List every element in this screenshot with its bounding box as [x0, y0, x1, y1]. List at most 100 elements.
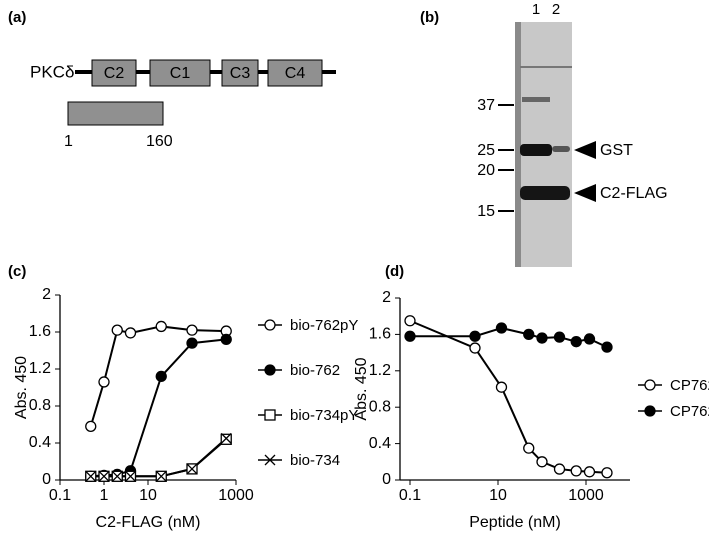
marker: [570, 465, 582, 477]
marker: [220, 433, 232, 445]
marker: [186, 324, 198, 336]
marker: [570, 336, 582, 348]
marker: [85, 470, 97, 482]
marker: [155, 470, 167, 482]
domain-label: C4: [285, 65, 306, 82]
gel-band: [520, 144, 552, 156]
band-arrow: [574, 141, 596, 159]
gel-band: [520, 186, 570, 200]
marker: [404, 330, 416, 342]
domain-label: C1: [170, 65, 191, 82]
series-line: [90, 437, 227, 478]
legend-label: CP762: [670, 403, 709, 420]
marker: [264, 454, 276, 466]
legend-label: bio-762pY: [290, 317, 358, 334]
panel-label: (c): [8, 263, 26, 280]
marker: [155, 320, 167, 333]
x-tick-label: 1000: [568, 487, 604, 504]
marker-label: 15: [477, 203, 495, 220]
y-tick-label: 1.2: [369, 362, 391, 379]
y-tick-label: 1.6: [369, 326, 391, 343]
y-tick-label: 0: [382, 471, 391, 488]
marker: [85, 420, 97, 433]
marker: [523, 442, 535, 454]
marker: [111, 324, 123, 336]
marker: [644, 379, 656, 391]
x-axis-label: Peptide (nM): [469, 514, 561, 531]
gel-edge: [515, 22, 521, 267]
lane-label: 1: [532, 1, 540, 18]
fragment-end: 160: [146, 133, 173, 150]
marker: [220, 333, 232, 346]
band-label: GST: [600, 142, 633, 159]
legend-label: bio-734pY: [290, 407, 358, 424]
marker: [186, 337, 198, 349]
marker: [536, 456, 548, 468]
y-tick-label: 0.8: [29, 397, 51, 414]
y-tick-label: 1.2: [29, 360, 51, 377]
marker: [644, 405, 656, 417]
y-tick-label: 1.6: [29, 323, 51, 340]
legend-label: CP762pY: [670, 377, 709, 394]
y-axis-label: Abs. 450: [353, 357, 370, 420]
marker: [495, 381, 508, 393]
legend-label: bio-734: [290, 452, 340, 469]
marker: [264, 364, 276, 376]
x-tick-label: 1000: [218, 487, 254, 504]
protein-label: PKCδ: [30, 62, 74, 81]
panel-label: (a): [8, 9, 26, 26]
y-tick-label: 0.4: [369, 435, 391, 452]
marker: [98, 470, 110, 482]
marker: [601, 467, 613, 479]
marker: [495, 322, 508, 334]
marker: [186, 463, 198, 475]
marker: [553, 463, 566, 475]
marker-label: 37: [477, 97, 495, 114]
chart: 0 0.4 0.8 1.2 1.6 2 0.1 10 1000 Peptide (nM) Abs. …: [353, 289, 709, 531]
marker: [536, 332, 548, 344]
fragment-start: 1: [64, 133, 73, 150]
legend-label: bio-762: [290, 362, 340, 379]
lane-label: 2: [552, 1, 560, 18]
y-axis-label: Abs. 450: [13, 356, 30, 419]
y-tick-label: 0: [42, 471, 51, 488]
gel-band: [520, 66, 572, 68]
marker-label: 20: [477, 162, 495, 179]
marker: [469, 342, 481, 354]
domain-box: [149, 59, 211, 87]
domain-box: [267, 59, 323, 87]
x-tick-label: 0.1: [399, 487, 421, 504]
marker: [264, 409, 276, 421]
x-tick-label: 1: [100, 487, 109, 504]
gel-band: [522, 97, 550, 102]
marker: [98, 376, 110, 388]
x-tick-label: 10: [489, 487, 507, 504]
marker: [155, 370, 167, 383]
panel-label: (d): [385, 263, 404, 280]
marker: [111, 470, 123, 482]
domain-label: C2: [104, 65, 125, 82]
marker: [523, 328, 535, 341]
band-label: C2-FLAG: [600, 185, 668, 202]
domain-box: [221, 59, 259, 87]
y-tick-label: 2: [382, 289, 391, 306]
marker: [553, 331, 566, 343]
panel-label: (b): [420, 9, 439, 26]
y-tick-label: 0.4: [29, 434, 51, 451]
marker: [125, 470, 136, 482]
marker: [583, 333, 596, 345]
marker: [220, 432, 232, 444]
marker: [583, 466, 596, 478]
marker: [469, 330, 481, 342]
x-axis-label: C2-FLAG (nM): [96, 514, 201, 531]
x-tick-label: 0.1: [49, 487, 71, 504]
marker: [601, 341, 613, 353]
band-arrow: [574, 184, 596, 202]
gel: 1 2 37 25 20 15 GST C2-FLAG: [477, 1, 668, 267]
x-tick-label: 10: [139, 487, 157, 504]
fragment-box: [67, 101, 164, 126]
gel-band: [552, 146, 570, 152]
chart: 0 0.4 0.8 1.2 1.6 2 0.1 1 10 1000 C2-FLAG (nM) Abs.…: [13, 286, 358, 531]
domain-box: [91, 59, 137, 87]
